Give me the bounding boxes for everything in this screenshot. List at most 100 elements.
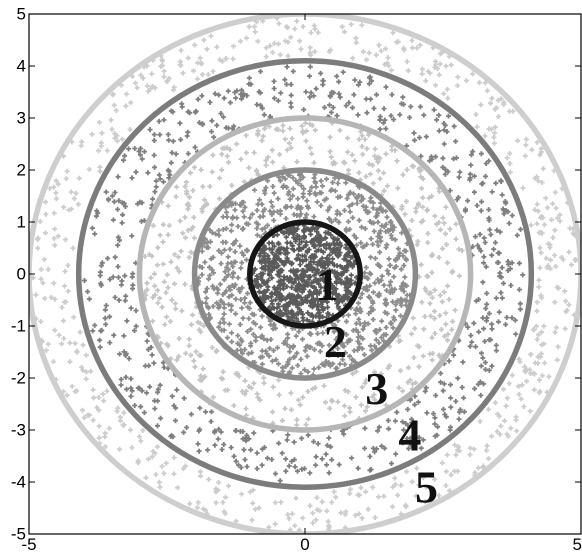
data-point [149,71,155,77]
data-point [284,81,290,87]
data-point [119,136,125,142]
data-point [132,146,138,151]
data-point [346,100,352,106]
data-point [38,319,44,324]
data-point [265,253,271,259]
data-point [444,129,450,135]
ring-label-2: 2 [324,316,347,367]
data-point [478,363,484,369]
data-point [333,494,339,500]
data-point [344,332,349,338]
data-point [207,272,213,278]
data-point [304,353,310,359]
data-point [555,215,561,221]
data-point [156,118,162,124]
data-point [409,331,414,337]
data-point [159,463,165,469]
data-point [96,407,102,413]
data-point [385,183,390,189]
data-point [161,179,166,185]
data-point [258,274,264,280]
data-point [285,512,291,517]
data-point [417,135,422,141]
y-tick-label: 2 [17,161,26,180]
data-point [303,226,309,232]
data-point [288,34,294,40]
data-point [284,295,290,301]
data-point [394,409,400,415]
data-point [444,452,450,458]
data-point [363,489,369,495]
data-point [491,140,497,146]
data-point [468,152,474,158]
data-point [350,371,356,377]
data-point [263,158,269,163]
data-point [383,208,389,214]
data-point [422,314,428,319]
data-point [77,329,83,335]
data-point [432,331,438,336]
data-point [355,112,361,118]
data-point [346,337,352,343]
data-point [117,414,123,420]
data-point [408,442,414,448]
data-point [118,376,124,382]
data-point [147,384,153,390]
data-point [265,284,271,290]
data-point [541,222,547,228]
data-point [35,245,41,251]
data-point [272,521,278,527]
data-point [269,457,275,462]
data-point [240,315,246,321]
data-point [443,231,448,237]
data-point [165,167,171,173]
data-point [435,66,441,71]
data-point [197,377,203,383]
data-point [478,102,484,108]
data-point [288,407,294,413]
data-point [249,211,255,217]
data-point [161,364,167,370]
data-point [152,450,158,456]
data-point [143,475,149,481]
data-point [406,446,412,451]
data-point [324,462,330,468]
data-point [124,91,130,97]
data-point [445,283,451,289]
data-point [80,342,86,348]
data-point [238,265,244,271]
data-point [140,428,146,433]
data-point [304,198,310,204]
data-point [192,42,198,48]
data-point [535,178,541,184]
data-point [420,176,426,182]
data-point [249,311,255,317]
data-point [191,68,196,74]
data-point [388,113,394,119]
data-point [329,89,335,95]
data-point [74,348,80,354]
data-point [52,296,58,302]
data-point [61,318,66,324]
data-point [177,218,183,224]
data-point [288,145,294,151]
data-point [359,384,365,390]
data-point [289,296,294,302]
data-point [62,283,68,289]
data-point [118,382,124,388]
data-point [320,82,326,88]
data-point [222,269,228,275]
data-point [327,204,333,210]
data-point [284,240,290,246]
data-point [353,35,359,41]
data-point [532,360,538,366]
data-point [238,465,244,470]
data-point [171,455,177,461]
data-point [174,265,180,271]
data-point [327,363,333,369]
data-point [392,418,398,424]
data-point [279,418,285,424]
data-point [303,239,309,245]
data-point [425,231,431,236]
data-point [324,328,330,333]
